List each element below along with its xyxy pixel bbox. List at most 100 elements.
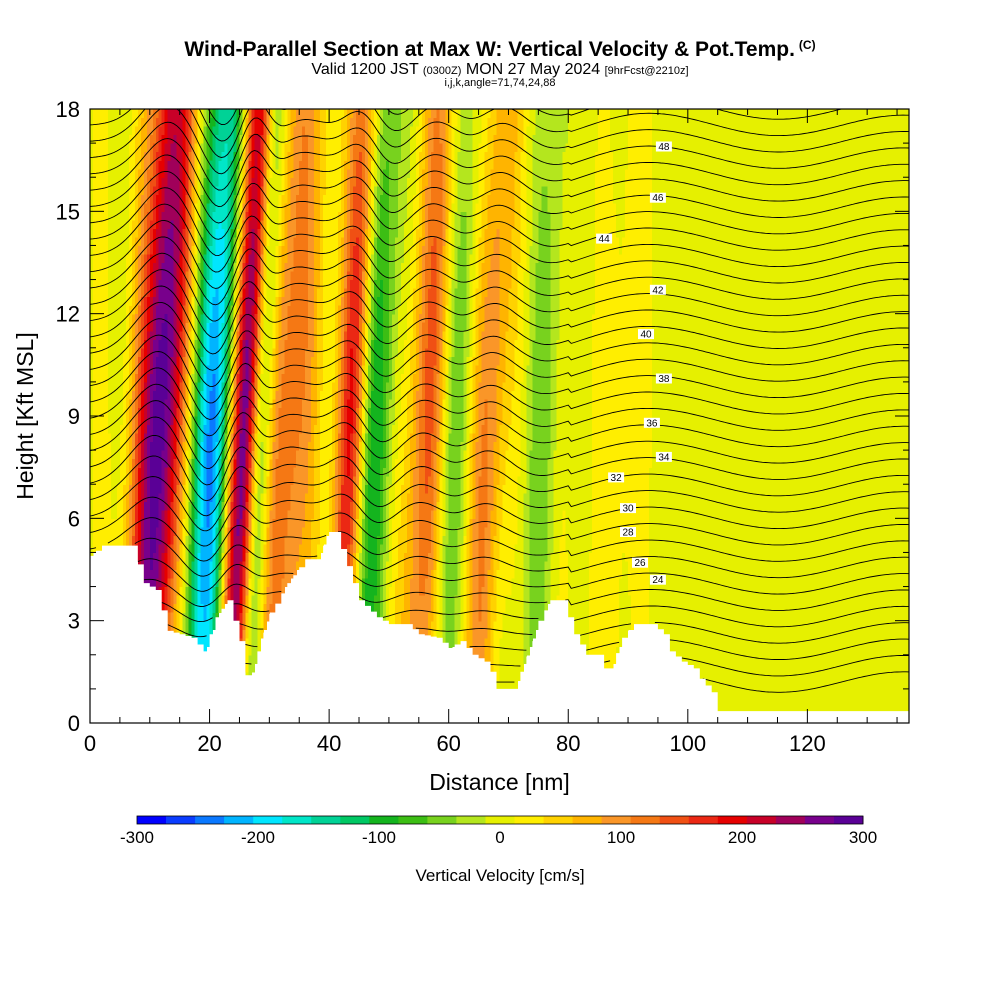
isentrope-line bbox=[90, 318, 909, 388]
isentrope-label-bg bbox=[632, 557, 648, 568]
isentrope-label: 34 bbox=[658, 452, 670, 463]
colorbar: -300 -200 -100 0 100 200 300 Vertical Velocity … bbox=[120, 815, 877, 885]
terrain bbox=[90, 532, 909, 723]
colorbar-frame bbox=[136, 815, 864, 825]
colorbar-swatch bbox=[834, 816, 864, 824]
chart-title-text: Wind-Parallel Section at Max W: Vertical… bbox=[184, 38, 795, 61]
isentrope-label: 48 bbox=[658, 142, 670, 153]
isentrope-line bbox=[134, 537, 909, 579]
grid-indices: i,j,k,angle=71,74,24,88 bbox=[444, 77, 556, 89]
isentrope-label: 40 bbox=[640, 330, 652, 341]
isentrope-line bbox=[90, 138, 909, 207]
isentrope-line bbox=[90, 517, 909, 562]
isentrope-line bbox=[90, 121, 909, 191]
isentrope-label-bg bbox=[608, 472, 625, 483]
isentrope-contours: 24 26 28 30 32 34 36 38 40 42 44 46 48 bbox=[90, 109, 909, 693]
isentrope-label-bg bbox=[649, 574, 666, 585]
isentrope-label: 28 bbox=[622, 528, 634, 539]
isentrope-line bbox=[90, 455, 909, 517]
isentrope-label-bg bbox=[596, 233, 613, 244]
isentrope-label-bg bbox=[620, 527, 636, 537]
isentrope-label: 24 bbox=[652, 575, 664, 586]
valid-label: Valid 1200 JST bbox=[311, 61, 419, 78]
colorbar-swatch bbox=[224, 816, 254, 824]
colorbar-swatch bbox=[717, 816, 748, 824]
colorbar-swatch bbox=[659, 816, 690, 824]
x-tick-label: 60 bbox=[436, 731, 460, 756]
isentrope-label: 26 bbox=[634, 558, 646, 569]
colorbar-swatch bbox=[137, 816, 167, 824]
x-tick-label: 80 bbox=[556, 731, 580, 756]
y-tick-label: 18 bbox=[56, 97, 80, 122]
y-tick-label: 6 bbox=[68, 506, 80, 531]
velocity-field bbox=[90, 109, 909, 716]
valid-utc: (0300Z) bbox=[422, 65, 462, 77]
units-tag: (C) bbox=[798, 38, 816, 52]
isentrope-line bbox=[90, 476, 909, 532]
colorbar-swatch bbox=[253, 816, 283, 824]
forecast-info: [9hrFcst@2210z] bbox=[604, 65, 689, 77]
colorbar-tick-label: -300 bbox=[120, 828, 154, 847]
colorbar-swatch bbox=[456, 816, 486, 824]
terrain-ground bbox=[90, 532, 909, 723]
isentrope-label-bg bbox=[638, 329, 654, 340]
isentrope-label: 36 bbox=[646, 418, 658, 429]
isentrope-line bbox=[90, 170, 909, 240]
isentrope-label: 38 bbox=[658, 374, 670, 385]
colorbar-swatch bbox=[746, 816, 777, 824]
colorbar-swatch bbox=[195, 816, 225, 824]
isentrope-label-bg bbox=[643, 417, 660, 428]
isentrope-line bbox=[242, 638, 909, 660]
colorbar-label: Vertical Velocity [cm/s] bbox=[415, 866, 584, 885]
isentrope-label-bg bbox=[620, 503, 636, 514]
isentrope-label: 42 bbox=[652, 285, 664, 296]
isentrope-line bbox=[137, 558, 909, 595]
isentrope-line bbox=[90, 334, 909, 404]
isentrope-label-bg bbox=[655, 373, 672, 384]
colorbar-tick-label: -100 bbox=[362, 828, 396, 847]
isentrope-line bbox=[90, 187, 909, 257]
y-tick-label: 9 bbox=[68, 404, 80, 429]
isentrope-line bbox=[90, 252, 909, 322]
isentrope-label-bg bbox=[649, 192, 666, 203]
colorbar-tick-label: 200 bbox=[728, 828, 756, 847]
isentrope-label: 46 bbox=[652, 193, 664, 204]
valid-time-line: Valid 1200 JST (0300Z) MON 27 May 2024 [… bbox=[0, 61, 1000, 79]
isentrope-label-bg bbox=[655, 451, 672, 462]
isentrope-label: 32 bbox=[611, 473, 623, 484]
isentrope-line bbox=[143, 578, 909, 611]
isentrope-label-bg bbox=[655, 141, 672, 152]
colorbar-swatch bbox=[485, 816, 515, 824]
isentrope-line bbox=[90, 236, 909, 306]
colorbar-swatch bbox=[630, 816, 661, 824]
x-tick-label: 20 bbox=[197, 731, 221, 756]
isentrope-line bbox=[90, 269, 909, 338]
isentrope-line bbox=[90, 154, 909, 224]
y-tick-label: 12 bbox=[56, 302, 80, 327]
colorbar-swatch bbox=[688, 816, 719, 824]
x-tick-label: 120 bbox=[789, 731, 826, 756]
velocity-cells bbox=[90, 109, 909, 716]
y-tick-label: 15 bbox=[56, 199, 80, 224]
isentrope-line bbox=[90, 109, 909, 175]
x-axis-label: Distance [nm] bbox=[429, 769, 570, 795]
isentrope-line bbox=[90, 351, 909, 420]
isentrope-line bbox=[496, 671, 909, 693]
isentrope-line bbox=[90, 400, 909, 469]
colorbar-swatch bbox=[514, 816, 544, 824]
x-tick-label: 0 bbox=[84, 731, 96, 756]
colorbar-swatch bbox=[775, 816, 806, 824]
isentrope-line bbox=[90, 301, 909, 371]
chart-title: Wind-Parallel Section at Max W: Vertical… bbox=[0, 38, 1000, 62]
isentrope-line bbox=[90, 109, 909, 142]
colorbar-swatch bbox=[282, 816, 312, 824]
colorbar-tick-label: -200 bbox=[241, 828, 275, 847]
y-tick-label: 3 bbox=[68, 609, 80, 634]
colorbar-swatch bbox=[543, 816, 574, 824]
isentrope-line bbox=[245, 655, 909, 677]
colorbar-swatch bbox=[166, 816, 196, 824]
y-axis-label: Height [Kft MSL] bbox=[12, 332, 38, 499]
isentrope-line bbox=[90, 109, 909, 158]
